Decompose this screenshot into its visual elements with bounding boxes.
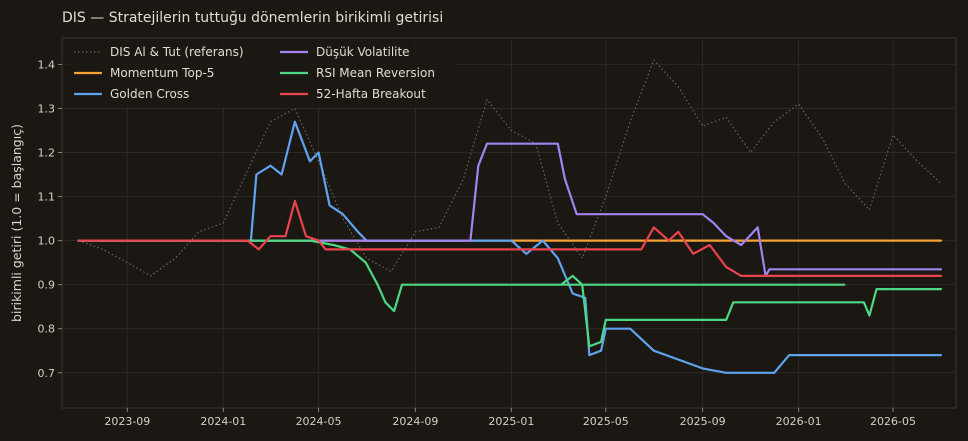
series-layer [77, 59, 943, 374]
series-line-4 [77, 239, 943, 348]
axes: 0.7 0.8 0.9 1.0 1.1 1.2 1.3 1.4 2023-09 2024-01 20… [38, 58, 917, 428]
series-line-5 [77, 199, 943, 277]
legend-label-2: Golden Cross [110, 87, 189, 101]
x-tick-label: 2025-01 [488, 415, 534, 428]
y-tick-label: 1.2 [38, 147, 56, 160]
x-tick-label: 2026-01 [776, 415, 822, 428]
legend-label-1: Momentum Top-5 [110, 66, 214, 80]
y-tick-label: 0.9 [38, 279, 56, 292]
y-tick-label: 1.0 [38, 235, 56, 248]
y-axis-label: birikimli getiri (1.0 = başlangıç) [9, 124, 24, 322]
x-tick-label: 2023-09 [104, 415, 150, 428]
y-tick-label: 0.7 [38, 367, 56, 380]
series-line-3 [77, 142, 943, 277]
y-tick-label: 1.4 [38, 58, 56, 71]
series-line-0 [78, 59, 942, 277]
legend-label-0: DIS Al & Tut (referans) [110, 45, 244, 59]
legend-label-4: RSI Mean Reversion [316, 66, 435, 80]
x-tick-label: 2026-05 [870, 415, 916, 428]
x-tick-label: 2024-09 [392, 415, 438, 428]
x-tick-label: 2024-01 [200, 415, 246, 428]
x-tick-label: 2025-05 [583, 415, 629, 428]
y-tick-label: 0.8 [38, 323, 56, 336]
legend: DIS Al & Tut (referans) Momentum Top-5 Gol… [66, 41, 456, 107]
legend-label-5: 52-Hafta Breakout [316, 87, 426, 101]
legend-label-3: Düşük Volatilite [316, 45, 410, 59]
x-tick-label: 2025-09 [680, 415, 726, 428]
legend-background [66, 41, 456, 107]
y-tick-label: 1.3 [38, 102, 56, 115]
chart-title: DIS — Stratejilerin tuttuğu dönemlerin b… [62, 10, 443, 26]
y-tick-label: 1.1 [38, 191, 56, 204]
x-tick-label: 2024-05 [296, 415, 342, 428]
